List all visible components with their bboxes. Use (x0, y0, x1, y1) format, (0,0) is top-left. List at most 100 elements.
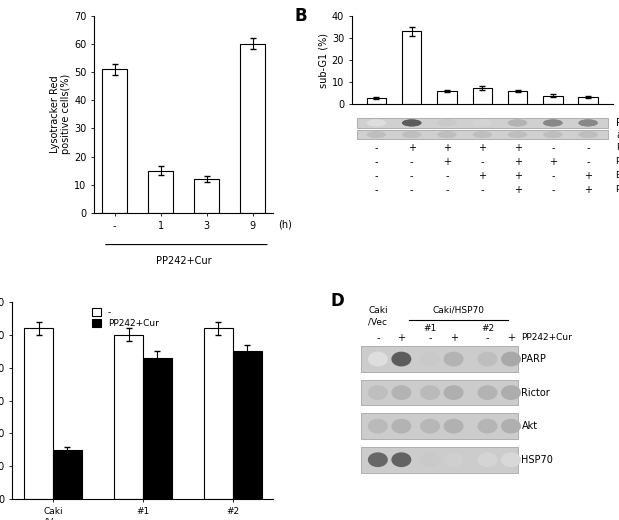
Text: PARP: PARP (617, 118, 619, 128)
Text: +: + (514, 171, 522, 181)
Ellipse shape (472, 131, 492, 138)
Text: -: - (480, 185, 484, 194)
Ellipse shape (391, 385, 412, 400)
Bar (437, 91, 457, 105)
Ellipse shape (366, 120, 386, 126)
Ellipse shape (368, 385, 388, 400)
Text: +: + (514, 185, 522, 194)
Text: -: - (586, 157, 590, 167)
Text: +: + (549, 157, 557, 167)
Text: Caki/HSP70: Caki/HSP70 (433, 306, 485, 315)
Ellipse shape (578, 120, 598, 126)
Text: B: B (294, 7, 307, 25)
Text: -: - (551, 143, 555, 153)
Text: -: - (445, 185, 449, 194)
Text: -: - (586, 143, 590, 153)
Bar (24, 328, 53, 499)
Text: +: + (514, 143, 522, 153)
Text: Pepstatin A+E64D: Pepstatin A+E64D (617, 185, 619, 194)
Ellipse shape (444, 419, 464, 434)
Text: +: + (443, 143, 451, 153)
Bar (102, 69, 128, 213)
Text: -: - (410, 171, 413, 181)
Text: PP242+Cur: PP242+Cur (617, 143, 619, 152)
Text: /Vec: /Vec (368, 318, 387, 327)
Text: -: - (410, 157, 413, 167)
Ellipse shape (368, 452, 388, 467)
Ellipse shape (508, 120, 527, 126)
Bar (578, 97, 598, 105)
Bar (53, 450, 82, 499)
Ellipse shape (391, 352, 412, 367)
Text: -: - (374, 171, 378, 181)
Bar (366, 98, 386, 105)
Ellipse shape (437, 120, 457, 126)
Ellipse shape (444, 352, 464, 367)
FancyBboxPatch shape (357, 130, 607, 139)
Bar (402, 31, 422, 105)
Ellipse shape (543, 120, 563, 126)
Text: Rictor: Rictor (521, 387, 550, 398)
Ellipse shape (501, 385, 521, 400)
Y-axis label: sub-G1 (%): sub-G1 (%) (319, 33, 329, 87)
Text: +: + (449, 333, 457, 343)
FancyBboxPatch shape (357, 118, 607, 127)
Text: +: + (507, 333, 515, 343)
Text: -: - (374, 185, 378, 194)
Ellipse shape (501, 419, 521, 434)
Ellipse shape (477, 385, 498, 400)
Ellipse shape (508, 120, 527, 126)
Ellipse shape (420, 352, 440, 367)
Text: -: - (445, 171, 449, 181)
Text: HSP70: HSP70 (521, 454, 553, 465)
Bar (233, 351, 262, 499)
Ellipse shape (402, 120, 422, 126)
Ellipse shape (366, 120, 386, 126)
Text: +: + (443, 157, 451, 167)
Ellipse shape (477, 419, 498, 434)
Bar (508, 91, 527, 105)
Bar (204, 328, 233, 499)
Text: PARP: PARP (521, 354, 547, 364)
Text: +: + (397, 333, 405, 343)
Text: +: + (584, 171, 592, 181)
Text: E64D 10 μg/ml: E64D 10 μg/ml (617, 171, 619, 180)
Bar (472, 88, 492, 105)
Text: #1: #1 (423, 323, 436, 332)
Text: #2: #2 (481, 323, 494, 332)
Text: PP242+Cur: PP242+Cur (156, 256, 212, 266)
Ellipse shape (420, 452, 440, 467)
FancyBboxPatch shape (361, 346, 517, 372)
Ellipse shape (501, 352, 521, 367)
Text: -: - (376, 333, 379, 343)
Ellipse shape (368, 352, 388, 367)
Text: Pepstain A 10 μM: Pepstain A 10 μM (617, 157, 619, 166)
Ellipse shape (420, 385, 440, 400)
Ellipse shape (437, 131, 457, 138)
Ellipse shape (391, 452, 412, 467)
Text: -: - (480, 157, 484, 167)
Ellipse shape (472, 120, 492, 126)
Text: +: + (408, 143, 416, 153)
Ellipse shape (543, 120, 563, 126)
Ellipse shape (508, 131, 527, 138)
Text: +: + (478, 143, 487, 153)
Legend: -, PP242+Cur: -, PP242+Cur (88, 305, 163, 332)
Ellipse shape (444, 385, 464, 400)
FancyBboxPatch shape (361, 447, 517, 473)
Ellipse shape (420, 419, 440, 434)
Ellipse shape (578, 131, 598, 138)
Ellipse shape (391, 419, 412, 434)
Ellipse shape (368, 419, 388, 434)
Text: +: + (584, 185, 592, 194)
Text: -: - (551, 171, 555, 181)
Text: actin: actin (617, 129, 619, 139)
Ellipse shape (543, 131, 563, 138)
Text: -: - (428, 333, 432, 343)
Bar (148, 171, 173, 213)
Ellipse shape (477, 352, 498, 367)
Text: Akt: Akt (521, 421, 537, 431)
Ellipse shape (366, 131, 386, 138)
Ellipse shape (501, 452, 521, 467)
Text: -: - (374, 157, 378, 167)
